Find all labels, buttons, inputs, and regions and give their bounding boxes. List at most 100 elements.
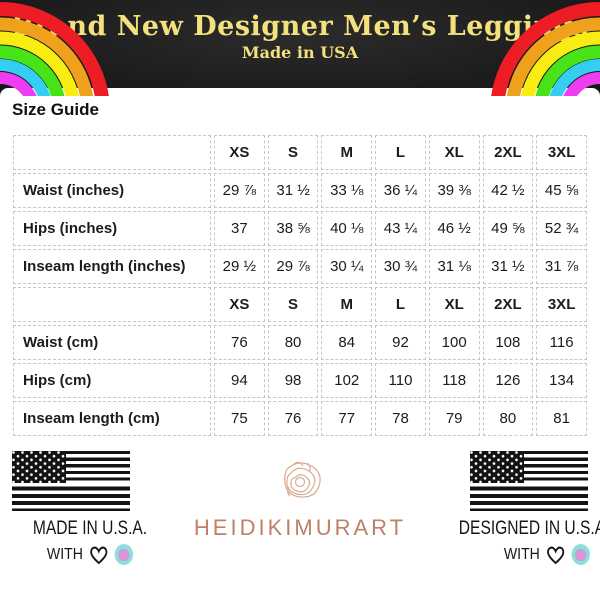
cell-value: 39 ⅜ xyxy=(428,173,480,208)
corner-cell xyxy=(13,135,211,170)
table-row-inseam-cm: Inseam length (cm) 75 76 77 78 79 80 81 xyxy=(13,401,587,436)
rainbow-right-icon xyxy=(490,2,600,96)
col-header: S xyxy=(267,135,319,170)
col-header: XL xyxy=(428,135,480,170)
cell-value: 98 xyxy=(267,363,319,398)
col-header: L xyxy=(375,287,426,322)
heart-icon xyxy=(90,546,108,564)
col-header: 2XL xyxy=(482,287,534,322)
cell-value: 78 xyxy=(375,401,426,436)
row-label: Waist (cm) xyxy=(13,325,211,360)
cell-value: 45 ⅝ xyxy=(536,173,587,208)
table-row-waist-cm: Waist (cm) 76 80 84 92 100 108 116 xyxy=(13,325,587,360)
cell-value: 84 xyxy=(321,325,373,360)
rose-flower-icon xyxy=(284,461,321,498)
row-label: Waist (inches) xyxy=(13,173,211,208)
col-header: M xyxy=(321,135,373,170)
cell-value: 77 xyxy=(321,401,373,436)
sticker-badge-icon xyxy=(114,544,134,565)
cell-value: 126 xyxy=(482,363,534,398)
table-row-inseam-inches: Inseam length (inches) 29 ½ 29 ⅞ 30 ¼ 30… xyxy=(13,249,587,284)
table-row-waist-inches: Waist (inches) 29 ⅞ 31 ½ 33 ⅛ 36 ¼ 39 ⅜ … xyxy=(13,173,587,208)
cell-value: 31 ⅛ xyxy=(428,249,480,284)
designed-in-usa-block: DESIGNED IN U.S.A. WITH xyxy=(430,451,600,565)
flag-canton-stars xyxy=(12,451,67,484)
cell-value: 81 xyxy=(536,401,587,436)
col-header: XS xyxy=(214,287,265,322)
sticker-badge-icon xyxy=(571,544,590,565)
usa-flag-icon xyxy=(12,451,130,511)
cell-value: 79 xyxy=(428,401,480,436)
cell-value: 92 xyxy=(375,325,426,360)
cell-value: 36 ¼ xyxy=(375,173,426,208)
with-label: WITH xyxy=(46,545,83,563)
usa-flag-icon xyxy=(470,451,588,511)
cell-value: 31 ⅞ xyxy=(536,249,587,284)
cell-value: 134 xyxy=(536,363,587,398)
made-in-usa-label: MADE IN U.S.A. xyxy=(32,518,148,539)
cell-value: 37 xyxy=(214,211,265,246)
cell-value: 31 ½ xyxy=(482,249,534,284)
size-guide-panel: Size Guide XS S M L XL 2XL 3XL Waist (in… xyxy=(0,88,600,565)
row-label: Inseam length (inches) xyxy=(13,249,211,284)
sticker-blob xyxy=(118,548,130,561)
flag-stripes-top xyxy=(66,451,130,484)
col-header: M xyxy=(321,287,373,322)
rainbow-left-icon xyxy=(0,2,109,96)
col-header: 3XL xyxy=(536,135,587,170)
made-in-usa-block: MADE IN U.S.A. WITH xyxy=(10,451,170,565)
size-guide-heading: Size Guide xyxy=(12,100,99,119)
header-banner: Brand New Designer Men’s Leggings Made i… xyxy=(0,0,600,96)
with-love-line: WITH xyxy=(449,544,590,565)
cell-value: 118 xyxy=(428,363,480,398)
flag-stripes-bottom xyxy=(12,483,130,511)
cell-value: 100 xyxy=(428,325,480,360)
table-header-row-cm: XS S M L XL 2XL 3XL xyxy=(13,287,587,322)
cell-value: 29 ⅞ xyxy=(214,173,265,208)
cell-value: 33 ⅛ xyxy=(321,173,373,208)
col-header: L xyxy=(375,135,426,170)
cell-value: 80 xyxy=(267,325,319,360)
row-label: Inseam length (cm) xyxy=(13,401,211,436)
col-header: 2XL xyxy=(482,135,534,170)
flag-stripes-bottom xyxy=(470,483,588,511)
cell-value: 42 ½ xyxy=(482,173,534,208)
designed-in-usa-label: DESIGNED IN U.S.A. xyxy=(458,518,600,539)
size-guide-table: XS S M L XL 2XL 3XL Waist (inches) 29 ⅞ … xyxy=(10,132,590,439)
cell-value: 49 ⅝ xyxy=(482,211,534,246)
cell-value: 38 ⅝ xyxy=(267,211,319,246)
cell-value: 46 ½ xyxy=(428,211,480,246)
flag-canton-stars xyxy=(470,451,525,484)
col-header: XL xyxy=(428,287,480,322)
col-header: S xyxy=(267,287,319,322)
cell-value: 116 xyxy=(536,325,587,360)
row-label: Hips (cm) xyxy=(13,363,211,398)
heart-icon xyxy=(547,546,565,564)
cell-value: 108 xyxy=(482,325,534,360)
cell-value: 52 ¾ xyxy=(536,211,587,246)
sticker-blob xyxy=(575,548,587,561)
banner-subtitle: Made in USA xyxy=(241,43,359,62)
table-header-row-inches: XS S M L XL 2XL 3XL xyxy=(13,135,587,170)
footer: MADE IN U.S.A. WITH xyxy=(0,439,600,565)
cell-value: 40 ⅛ xyxy=(321,211,373,246)
cell-value: 75 xyxy=(214,401,265,436)
cell-value: 110 xyxy=(375,363,426,398)
cell-value: 102 xyxy=(321,363,373,398)
cell-value: 80 xyxy=(482,401,534,436)
brand-name: HEIDIKIMURART xyxy=(193,515,407,540)
cell-value: 30 ¼ xyxy=(321,249,373,284)
flag-stripes-top xyxy=(524,451,588,484)
corner-cell xyxy=(13,287,211,322)
table-row-hips-inches: Hips (inches) 37 38 ⅝ 40 ⅛ 43 ¼ 46 ½ 49 … xyxy=(13,211,587,246)
cell-value: 30 ¾ xyxy=(375,249,426,284)
brand-logo-block: HEIDIKIMURART xyxy=(170,451,430,541)
col-header: 3XL xyxy=(536,287,587,322)
cell-value: 29 ⅞ xyxy=(267,249,319,284)
cell-value: 94 xyxy=(214,363,265,398)
with-love-line: WITH xyxy=(20,544,161,565)
col-header: XS xyxy=(214,135,265,170)
table-row-hips-cm: Hips (cm) 94 98 102 110 118 126 134 xyxy=(13,363,587,398)
banner-title: Brand New Designer Men’s Leggings xyxy=(11,11,589,42)
